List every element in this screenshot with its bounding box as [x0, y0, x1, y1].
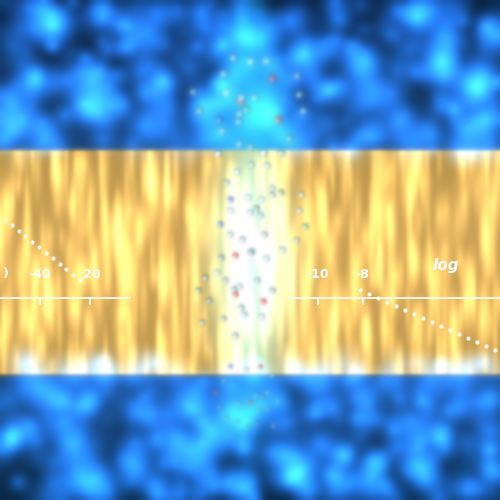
Text: -20: -20 [78, 268, 102, 280]
Text: -40: -40 [28, 268, 52, 280]
Text: log: log [432, 258, 459, 273]
Text: -8: -8 [356, 268, 370, 280]
Text: -10: -10 [306, 268, 329, 280]
Text: ): ) [2, 268, 8, 280]
